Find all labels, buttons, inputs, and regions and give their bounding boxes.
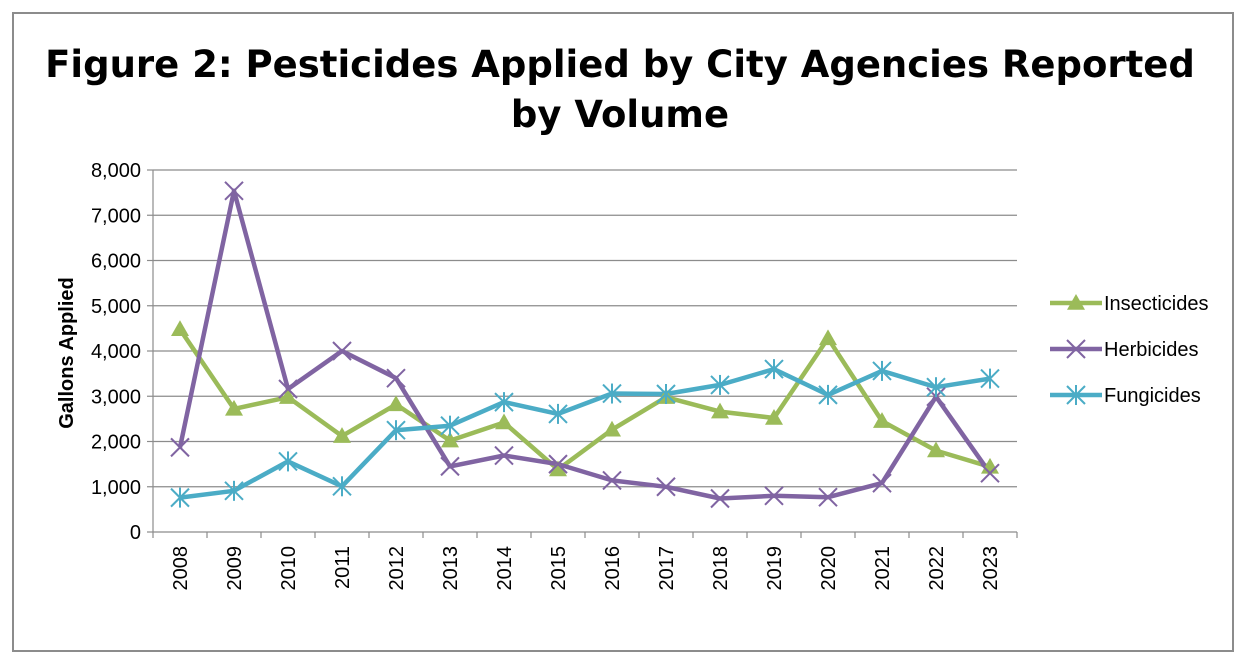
data-point-x: [764, 486, 784, 506]
legend-label: Insecticides: [1104, 293, 1209, 315]
y-tick-label: 6,000: [91, 251, 141, 273]
data-point-triangle: [603, 420, 621, 437]
chart-title-line-1: Figure 2: Pesticides Applied by City Age…: [45, 43, 1195, 86]
y-tick-label: 5,000: [91, 296, 141, 318]
series-markers: [170, 181, 1000, 509]
x-tick-label: 2015: [548, 546, 570, 591]
data-point-star: [386, 420, 406, 441]
data-point-x: [170, 437, 190, 458]
y-tick-label: 1,000: [91, 477, 141, 499]
data-point-triangle: [441, 431, 459, 448]
data-point-x: [602, 470, 622, 491]
data-point-star: [170, 487, 190, 508]
data-point-x: [710, 488, 730, 509]
x-tick-label: 2018: [710, 546, 732, 591]
axes: 0 1,000 2,000 3,000 4,000 5,000 6,000 7,000 8,00…: [91, 160, 1018, 591]
data-point-star: [818, 384, 838, 405]
data-point-star: [764, 359, 784, 380]
data-point-triangle: [225, 399, 243, 416]
data-point-x: [872, 473, 892, 493]
legend: Insecticides Herbicides Fungicides: [1050, 293, 1209, 407]
x-tick-label: 2009: [224, 546, 246, 591]
data-point-x: [494, 445, 514, 466]
data-point-star: [440, 415, 460, 436]
y-tick-label: 4,000: [91, 341, 141, 363]
data-point-triangle: [333, 427, 351, 443]
data-point-triangle: [927, 441, 945, 458]
series-lines: [177, 188, 992, 501]
x-tick-label: 2017: [656, 546, 678, 591]
data-point-triangle: [873, 412, 891, 428]
data-point-star: [872, 360, 892, 381]
chart-frame: [12, 12, 1234, 652]
legend-item-insecticides: Insecticides: [1050, 293, 1209, 315]
data-point-x: [548, 454, 568, 474]
x-tick-label: 2012: [386, 546, 408, 591]
data-point-x: [440, 456, 460, 477]
data-point-star: [548, 403, 568, 424]
data-point-triangle: [171, 320, 189, 337]
x-tick-label: 2008: [170, 546, 192, 591]
data-point-triangle: [711, 402, 729, 419]
y-tick-label: 3,000: [91, 386, 141, 408]
legend-item-fungicides: Fungicides: [1050, 385, 1201, 407]
gridlines: [153, 169, 1017, 488]
x-tick-label: 2011: [332, 546, 354, 589]
series-line-fungicides: [179, 366, 991, 500]
legend-label: Herbicides: [1104, 339, 1198, 361]
data-point-triangle: [1067, 294, 1085, 310]
data-point-x: [332, 341, 352, 361]
y-axis-title: Gallons Applied: [56, 277, 78, 429]
data-point-triangle: [495, 413, 513, 430]
x-tick-label: 2020: [818, 546, 840, 591]
data-point-triangle: [387, 395, 405, 412]
y-tick-label: 0: [130, 522, 141, 544]
data-point-star: [602, 383, 622, 404]
data-point-x: [818, 487, 838, 507]
x-tick-label: 2013: [440, 546, 462, 591]
x-tick-label: 2023: [980, 546, 1002, 591]
data-point-x: [1066, 339, 1086, 359]
x-tick-label: 2022: [926, 546, 948, 591]
x-tick-label: 2016: [602, 546, 624, 591]
chart-title: Figure 2: Pesticides Applied by City Age…: [0, 40, 1240, 140]
y-tick-label: 2,000: [91, 432, 141, 454]
series-line-insecticides: [178, 328, 991, 472]
x-tick-label: 2021: [872, 546, 894, 591]
line-chart: 0 1,000 2,000 3,000 4,000 5,000 6,000 7,000 8,00…: [56, 160, 1209, 591]
data-point-star: [656, 383, 676, 404]
data-point-triangle: [549, 460, 567, 477]
data-point-x: [386, 368, 406, 388]
data-point-x: [278, 379, 298, 399]
x-tick-label: 2010: [278, 546, 300, 591]
data-point-star: [278, 451, 298, 472]
x-tick-label: 2019: [764, 546, 786, 591]
data-point-star: [224, 480, 244, 501]
data-point-star: [1066, 385, 1086, 405]
data-point-triangle: [819, 329, 837, 346]
y-tick-label: 8,000: [91, 160, 141, 182]
y-tick-label: 7,000: [91, 205, 141, 227]
data-point-x: [656, 477, 676, 497]
data-point-triangle: [279, 388, 297, 404]
data-point-star: [710, 374, 730, 395]
chart-title-line-2: by Volume: [510, 93, 730, 136]
legend-item-herbicides: Herbicides: [1050, 339, 1198, 361]
legend-label: Fungicides: [1104, 385, 1201, 407]
data-point-star: [980, 368, 1000, 389]
data-point-star: [332, 476, 352, 497]
data-point-x: [980, 463, 1000, 483]
data-point-star: [494, 392, 514, 413]
data-point-star: [926, 377, 946, 398]
x-tick-label: 2014: [494, 546, 516, 591]
data-point-triangle: [765, 408, 783, 425]
series-line-herbicides: [177, 188, 992, 501]
data-point-x: [224, 181, 244, 201]
